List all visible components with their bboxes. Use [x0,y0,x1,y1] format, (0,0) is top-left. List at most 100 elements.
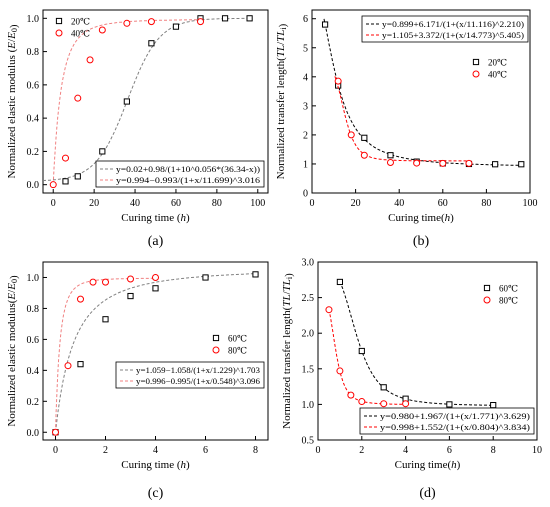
x-tick-label: 40 [130,198,140,209]
data-point-circle [152,273,159,281]
data-point-square [102,316,109,323]
y-tick-label: 4 [303,72,308,83]
data-point-square [358,347,365,355]
y-axis-label: Normalized transfer length(TL/TLi) [275,23,289,179]
panel-caption: (c) [148,486,164,501]
x-tick-label: 2 [103,445,108,456]
fit-curve-2 [55,277,156,433]
legend-marker-square [212,334,220,342]
legend-label: 60℃ [228,334,247,344]
fit-equation-text: y=0.02+0.98/(1+10^0.056*(36.34-x)) [116,164,260,174]
x-tick-label: 4 [153,445,158,456]
legend-label: 20℃ [71,17,90,27]
data-point-circle [74,94,82,102]
panel-caption: (b) [413,234,430,249]
data-point-circle [358,398,366,406]
x-axis-label: Curing time(h) [395,459,461,471]
plot-frame [317,261,538,441]
y-tick-label: 0.6 [27,80,40,91]
data-point-circle [413,159,421,167]
legend-marker-circle [472,70,480,78]
fit-curve-1 [339,281,494,406]
y-tick-label: 2.5 [302,293,315,304]
plot-frame [42,9,269,194]
y-tick-label: 0.6 [27,335,40,346]
y-tick-label: 0.8 [27,47,40,58]
y-tick-label: 0.2 [27,147,40,158]
data-point-circle [77,295,84,303]
data-point-circle [336,367,344,375]
data-point-circle [98,26,106,34]
x-tick-label: 20 [89,198,99,209]
data-point-square [148,40,155,47]
x-tick-label: 10 [532,445,542,456]
data-point-circle [360,151,368,159]
x-tick-label: 0 [51,198,56,209]
y-tick-label: 0.8 [27,304,40,315]
y-tick-label: 1 [303,159,308,170]
fit-equation-text: y=1.105+3.372/(1+(x/14.773)^5.405) [382,30,524,40]
x-tick-label: 6 [447,445,452,456]
y-tick-label: 3 [303,101,308,112]
data-point-square [492,161,499,168]
y-tick-label: 1.0 [302,400,315,411]
fit-equation-legend [115,361,265,389]
legend-label: 80℃ [228,346,247,356]
x-tick-label: 0 [310,198,315,209]
y-tick-label: 2.0 [302,329,315,340]
y-tick-label: 0.4 [27,366,40,377]
x-tick-label: 8 [253,445,258,456]
fit-curve-2 [328,309,406,405]
x-tick-label: 20 [351,198,361,209]
data-point-circle [102,278,109,286]
fit-equation-legend [95,160,265,188]
data-point-circle [465,159,473,167]
x-tick-label: 6 [203,445,208,456]
chart-panel-d: 0 2 4 6 8 10 0.5 1.0 1.5 2.0 2.5 3.0 Curing time(h) N… [281,258,542,502]
legend-marker-circle [55,29,63,37]
chart-panel-b: 0 20 40 60 80 100 0 1 2 3 4 5 6 Curing time(h) Normali… [275,9,538,249]
chart-panel-c: 0 2 4 6 8 0.0 0.2 0.4 0.6 0.8 1.0 Curing time (h) No… [6,261,269,501]
data-point-square [321,21,329,28]
data-point-square [446,401,453,408]
data-point-square [246,15,253,22]
data-point-square [361,134,368,141]
y-tick-label: 0.2 [27,397,40,408]
data-point-circle [439,159,447,167]
x-axis-label: Curing time(h) [388,212,454,224]
x-axis-label: Curing time (h) [121,459,190,471]
y-tick-label: 5 [303,43,308,54]
data-point-square [387,152,394,159]
data-point-square [74,173,81,180]
data-point-circle [347,131,355,139]
data-point-square [252,271,259,278]
data-point-circle [386,159,394,166]
fit-equation-legend [361,15,529,43]
chart-panel-a: 0 20 40 60 80 100 0.0 0.2 0.4 0.6 0.8 1.0 Curing tim… [6,9,269,249]
x-tick-label: 8 [491,445,496,456]
fit-curve-1 [42,17,250,182]
panel-caption: (d) [419,486,436,501]
y-tick-label: 3.0 [302,258,315,269]
data-point-circle [127,275,134,283]
legend-label: 80℃ [499,296,518,306]
data-point-circle [402,400,410,408]
y-axis-label: Normalized transfer length(TL/TLi) [281,273,295,429]
fit-curve-2 [334,76,469,162]
data-point-square [99,148,106,155]
data-point-square [221,15,229,22]
x-tick-label: 80 [481,198,491,209]
data-point-square [127,292,134,300]
fit-equation-text: y=0.998+1.552/(1+(x/0.804)^3.834) [380,422,530,432]
legend-marker-square [472,58,480,66]
x-tick-label: 40 [394,198,404,209]
y-tick-label: 0.0 [27,180,40,191]
data-point-square [202,274,209,281]
data-point-circle [380,400,388,408]
y-axis-label: Normalized elastic modulus(E/E0) [6,275,20,427]
data-point-circle [334,77,342,85]
data-point-circle [347,391,355,399]
fit-curve-1 [323,18,522,166]
data-point-square [336,278,343,286]
